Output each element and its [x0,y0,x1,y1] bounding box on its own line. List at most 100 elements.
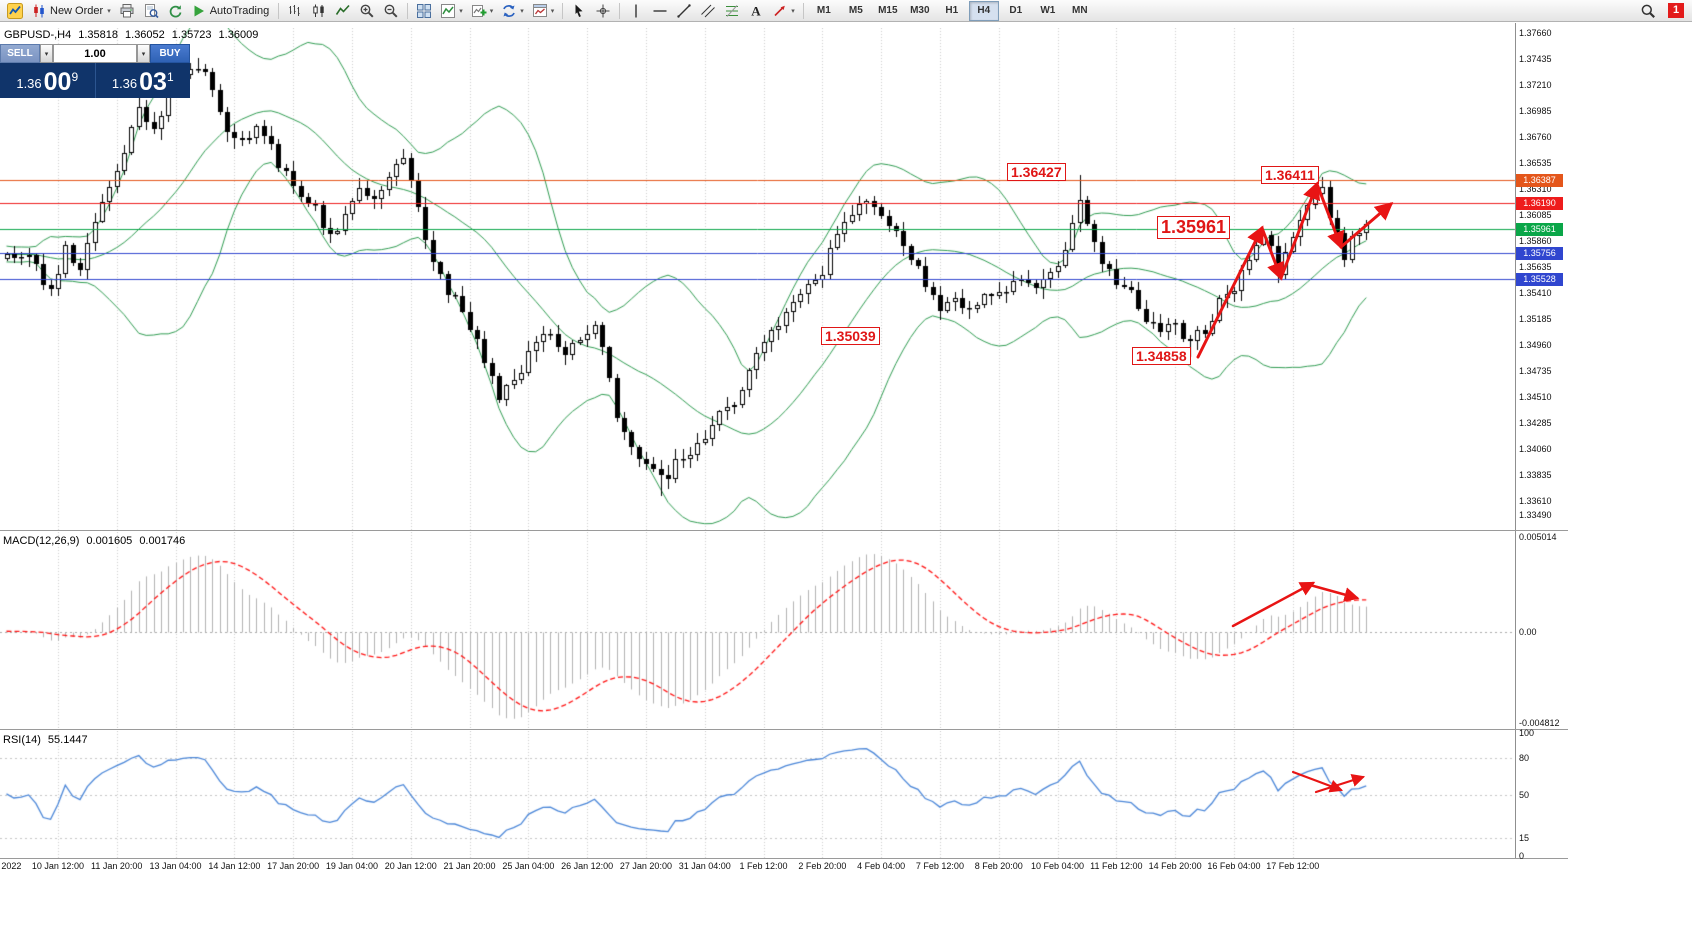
indicators-button[interactable]: ▾ [436,0,467,22]
macd-title: MACD(12,26,9) [3,535,80,547]
channel-tool-button[interactable] [696,0,720,22]
price-annotation: 1.36427 [1007,163,1066,181]
price-axis-label: 1.37660 [1519,27,1552,38]
refresh-button[interactable] [163,0,187,22]
volume-input[interactable] [53,44,137,63]
sell-price-button[interactable]: 1.36 00 9 [0,63,96,98]
time-axis-label: 11 Feb 12:00 [1090,861,1143,871]
vertical-line-tool-button[interactable] [624,0,648,22]
timeframe-m5[interactable]: M5 [848,4,863,16]
timeframe-w1[interactable]: W1 [1040,4,1056,16]
time-axis-label: 27 Jan 20:00 [619,861,672,871]
zoom-in-button[interactable] [355,0,379,22]
timeframe-h1[interactable]: H1 [945,4,959,16]
toolbar-right-group: 1 [1636,0,1689,22]
price-chart-plot[interactable] [0,28,1516,530]
time-axis-label: 2 Feb 20:00 [798,861,847,871]
svg-text:A: A [752,3,762,18]
sell-button[interactable]: SELL [0,44,40,63]
sell-price-pips: 00 [43,68,72,96]
time-axis-label: 20 Jan 12:00 [384,861,437,871]
quote-close: 1.36009 [218,29,259,41]
price-level-tag: 1.35961 [1516,223,1563,237]
text-tool-button[interactable]: A [744,0,768,22]
dropdown-caret-icon: ▾ [459,7,463,15]
print-preview-button[interactable] [139,0,163,22]
candlestick-mode-button[interactable] [307,0,331,22]
zoom-in-icon [359,3,375,19]
timeframe-m30[interactable]: M30 [910,4,930,16]
time-axis-label: 13 Jan 04:00 [149,861,202,871]
time-axis-label: 11 Jan 20:00 [91,861,143,871]
timeframe-h4[interactable]: H4 [968,0,999,21]
zoom-out-button[interactable] [379,0,403,22]
dropdown-caret-icon: ▾ [107,7,111,15]
bar-chart-mode-button[interactable] [283,0,307,22]
print-button[interactable] [115,0,139,22]
timeframe-m1[interactable]: M1 [816,4,831,16]
toolbar-separator [278,2,280,19]
buy-price-button[interactable]: 1.36 03 1 [96,63,191,98]
timeframe-d1[interactable]: D1 [1009,4,1023,16]
bars-icon [287,3,303,19]
notifications-badge[interactable]: 1 [1668,3,1684,18]
tile-windows-button[interactable] [412,0,436,22]
cursor-tool-button[interactable] [567,0,591,22]
search-button[interactable] [1636,0,1660,22]
price-level-tag: 1.36190 [1516,196,1563,210]
dropdown-caret-icon: ▾ [791,7,795,15]
time-axis-label: 1 Feb 12:00 [739,861,788,871]
app-icon [7,2,23,19]
volume-down-button[interactable]: ▾ [40,44,53,63]
buy-price-sup: 1 [166,70,174,84]
autotrading-label: AutoTrading [209,4,270,17]
new-order-icon [31,3,47,19]
price-axis-label: 1.33610 [1519,495,1552,506]
new-chart-button[interactable]: ▾ [467,0,498,22]
one-click-top-row: SELL ▾ ▾ BUY [0,44,190,63]
line-icon [335,3,351,19]
time-axis-label: 17 Feb 12:00 [1266,861,1320,871]
volume-up-button[interactable]: ▾ [137,44,150,63]
timeframe-m15[interactable]: M15 [878,4,898,16]
autotrading-icon [191,3,207,19]
autotrading-button[interactable]: AutoTrading [187,0,275,22]
price-level-tag: 1.36387 [1516,174,1563,188]
zoom-out-icon [383,3,399,19]
arrows-tool-button[interactable]: ▾ [768,0,799,22]
time-axis-label: 10 Jan 12:00 [31,861,84,871]
quote-high: 1.36052 [125,29,165,41]
rsi-indicator-plot[interactable] [0,731,1516,858]
price-axis-label: 1.36535 [1519,157,1552,168]
crosshair-tool-button[interactable] [591,0,615,22]
buy-button[interactable]: BUY [150,44,190,63]
price-axis-label: 1.36985 [1519,105,1552,116]
rsi-axis-label: 80 [1519,752,1530,763]
price-axis-border [1515,23,1516,858]
templates-button[interactable]: ▾ [528,0,559,22]
panel-separator-rsi[interactable] [0,729,1568,730]
text-icon: A [748,3,764,19]
preview-icon [143,3,159,19]
horizontal-line-tool-button[interactable] [648,0,672,22]
price-annotation: 1.35961 [1157,216,1231,239]
profiles-button[interactable]: ▾ [497,0,528,22]
time-axis-label: 8 Feb 20:00 [974,861,1023,871]
time-axis-label: 7 Jan 2022 [0,861,22,871]
line-chart-mode-button[interactable] [331,0,355,22]
macd-axis-label: -0.004812 [1519,718,1560,728]
time-axis-label: 31 Jan 04:00 [678,861,731,871]
price-axis-label: 1.37210 [1519,79,1552,90]
panel-separator-macd[interactable] [0,530,1568,531]
trendline-tool-button[interactable] [672,0,696,22]
app-menu-button[interactable] [3,0,27,22]
fibonacci-tool-button[interactable] [720,0,744,22]
macd-indicator-plot[interactable] [0,532,1516,728]
trend-icon [676,3,692,19]
macd-value-2: 0.001746 [139,535,186,547]
new-order-button[interactable]: New Order ▾ [27,0,115,22]
one-click-trading-panel: SELL ▾ ▾ BUY 1.36 00 9 1.36 03 1 [0,44,190,98]
timeframe-mn[interactable]: MN [1072,4,1088,16]
indicators-icon [440,3,456,19]
